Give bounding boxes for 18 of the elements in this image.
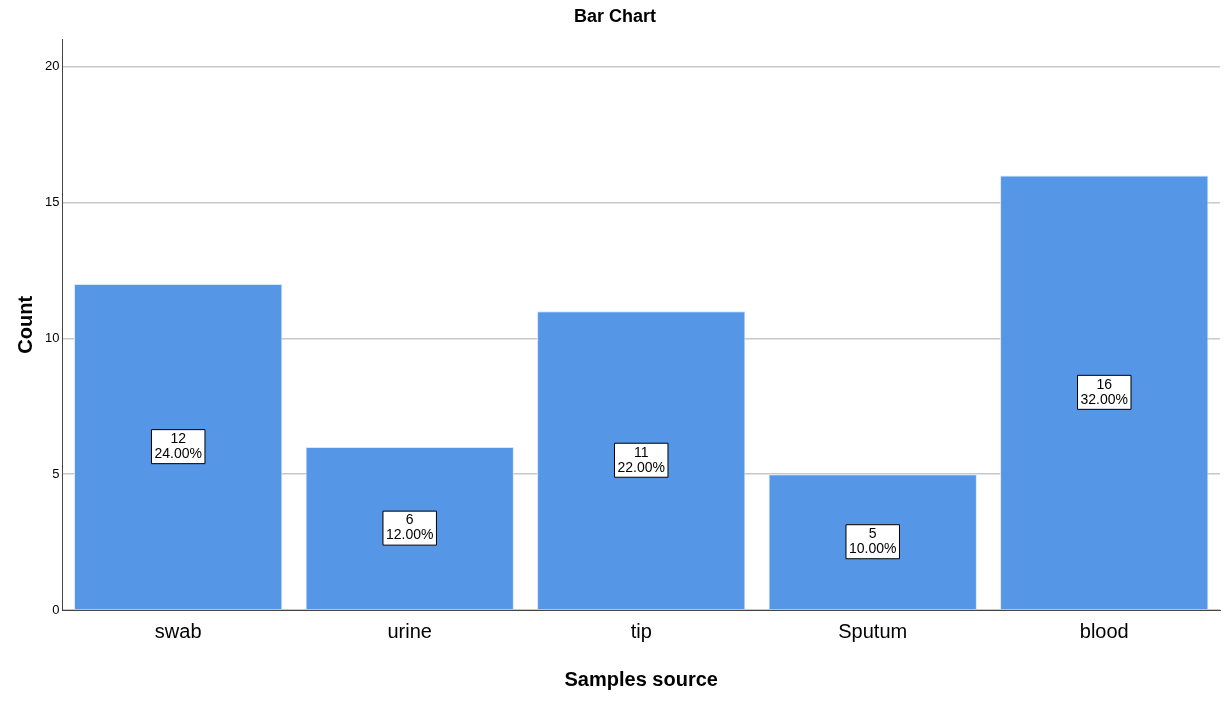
y-tick-label: 20 xyxy=(44,58,60,74)
x-tick-label: blood xyxy=(1079,619,1129,642)
x-tick-label: swab xyxy=(154,619,202,642)
y-tick-label: 10 xyxy=(44,329,60,345)
x-tick-label: urine xyxy=(387,619,432,642)
data-label: 6 12.00% xyxy=(385,511,434,543)
x-tick-label: tip xyxy=(630,619,652,642)
y-tick-label: 0 xyxy=(52,601,60,617)
data-label: 5 10.00% xyxy=(849,525,897,557)
data-label: 12 24.00% xyxy=(154,430,202,462)
data-label: 16 32.00% xyxy=(1080,375,1128,407)
x-tick-label: Sputum xyxy=(838,619,908,642)
x-axis-title: Samples source xyxy=(564,667,718,690)
y-tick-label: 5 xyxy=(52,465,60,481)
data-label: 11 22.00% xyxy=(617,443,665,475)
y-tick-label: 15 xyxy=(44,194,60,210)
y-axis-title: Count xyxy=(13,295,36,354)
chart-title: Bar Chart xyxy=(573,5,657,26)
